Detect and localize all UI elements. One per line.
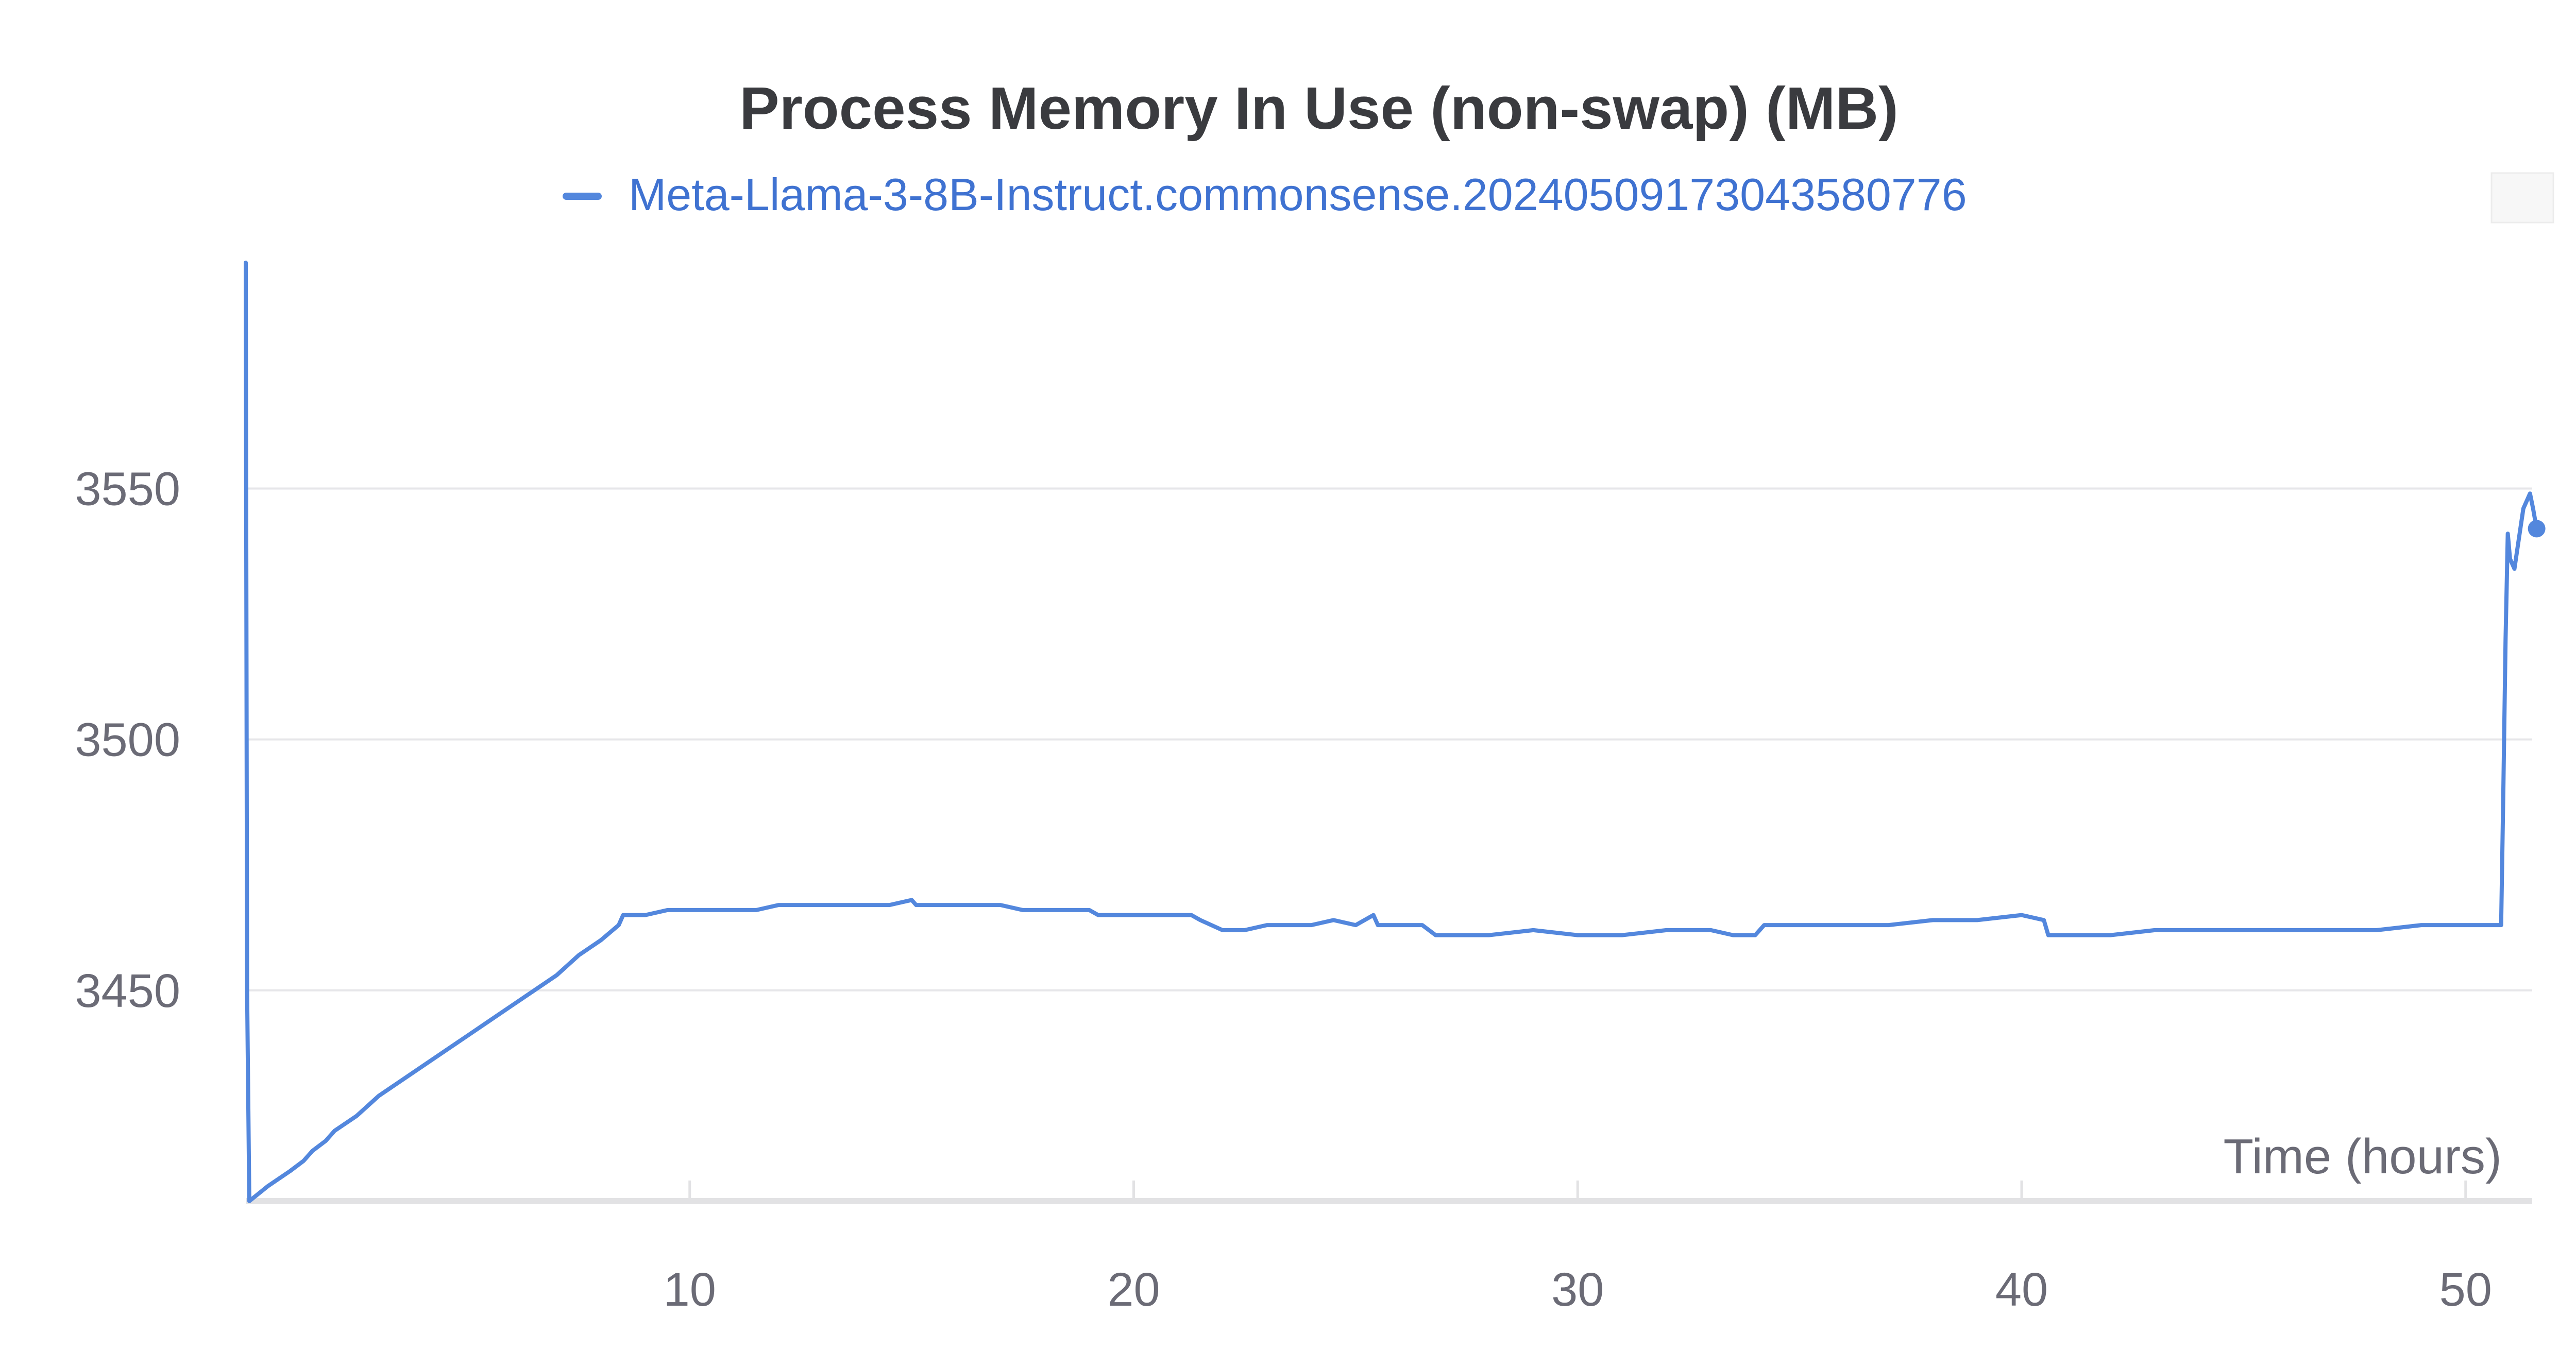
grid-lines: [246, 487, 2532, 991]
x-tick-label: 50: [2439, 1263, 2492, 1316]
legend-scroll-box[interactable]: [2490, 172, 2554, 224]
series-end-point: [2528, 520, 2546, 538]
y-tick-label: 3500: [75, 714, 180, 766]
legend-label: Meta-Llama-3-8B-Instruct.commonsense.202…: [629, 169, 1967, 220]
tick-labels: 3450 3500 3550 10 20 30 40 50: [75, 463, 2492, 1316]
x-tick-label: 30: [1551, 1263, 1604, 1316]
x-tick-label: 20: [1107, 1263, 1160, 1316]
series-line: [244, 261, 2539, 1203]
axes: [246, 1181, 2532, 1204]
y-tick-label: 3550: [75, 463, 180, 515]
x-tick-label: 40: [1995, 1263, 2048, 1316]
legend-swatch: [563, 193, 602, 200]
legend[interactable]: Meta-Llama-3-8B-Instruct.commonsense.202…: [563, 169, 1967, 220]
x-tick-label: 10: [664, 1263, 716, 1316]
chart-title: Process Memory In Use (non-swap) (MB): [739, 75, 1898, 142]
x-axis-title: Time (hours): [2223, 1129, 2502, 1184]
series-layer: [244, 261, 2546, 1203]
y-tick-label: 3450: [75, 965, 180, 1017]
